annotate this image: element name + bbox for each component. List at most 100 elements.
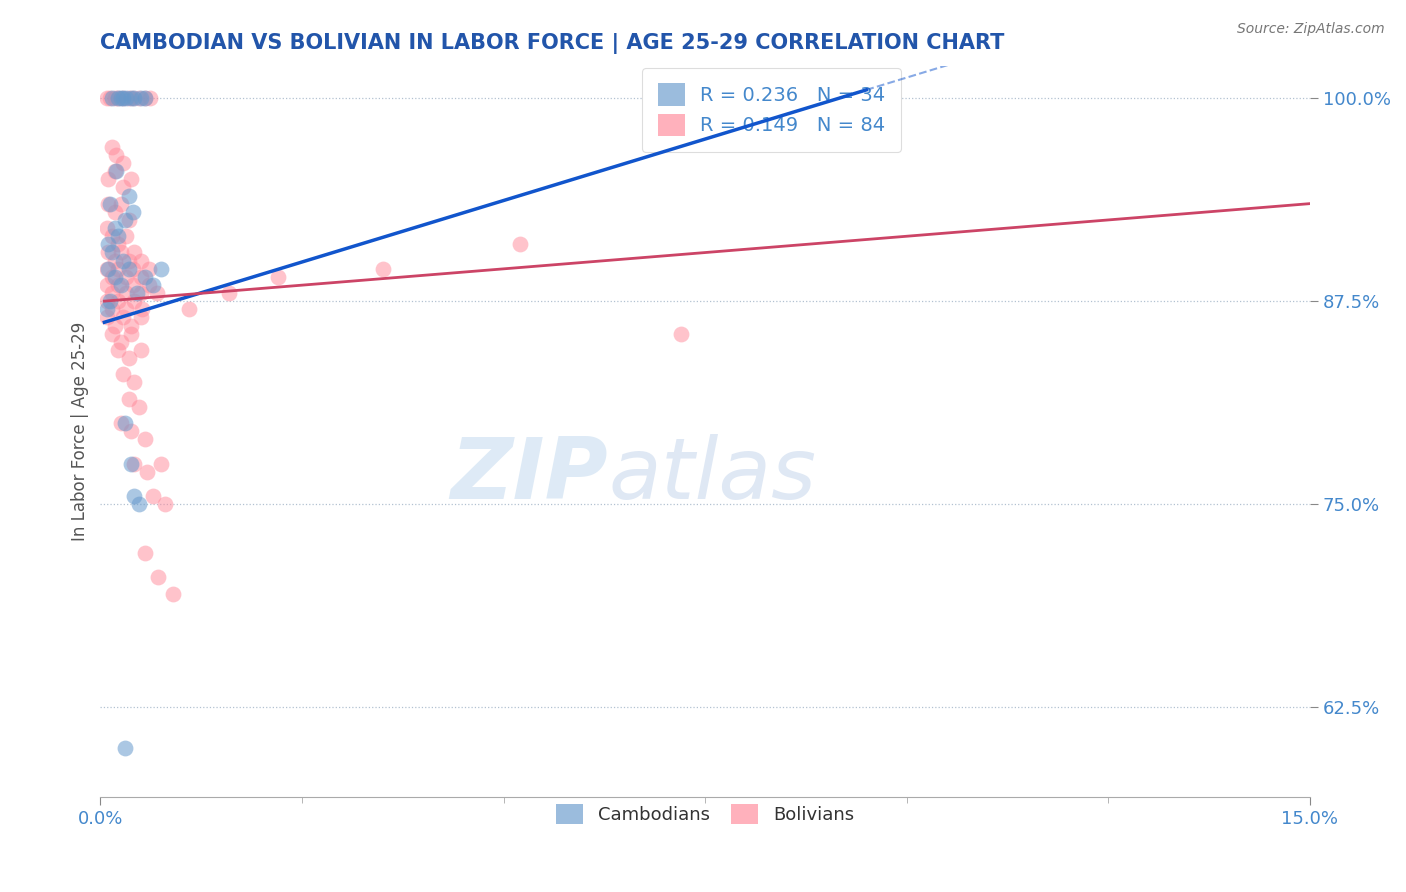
- Point: [114, 213, 136, 227]
- Point: [128, 91, 150, 105]
- Point: [120, 172, 142, 186]
- Point: [128, 497, 150, 511]
- Point: [134, 269, 156, 284]
- Point: [267, 269, 290, 284]
- Point: [101, 91, 124, 105]
- Point: [101, 285, 124, 300]
- Point: [105, 148, 128, 162]
- Point: [138, 261, 160, 276]
- Point: [131, 302, 153, 317]
- Point: [117, 91, 139, 105]
- Point: [110, 277, 132, 292]
- Text: atlas: atlas: [609, 434, 817, 516]
- Point: [669, 326, 692, 341]
- Point: [115, 269, 138, 284]
- Point: [110, 91, 132, 105]
- Point: [101, 326, 124, 341]
- Point: [111, 253, 134, 268]
- Point: [101, 140, 124, 154]
- Point: [117, 253, 139, 268]
- Point: [122, 376, 145, 390]
- Text: Source: ZipAtlas.com: Source: ZipAtlas.com: [1237, 22, 1385, 37]
- Point: [98, 91, 121, 105]
- Point: [101, 245, 124, 260]
- Point: [129, 285, 152, 300]
- Point: [96, 261, 118, 276]
- Point: [104, 91, 127, 105]
- Point: [129, 269, 152, 284]
- Point: [97, 196, 120, 211]
- Point: [107, 294, 129, 309]
- Point: [117, 261, 139, 276]
- Point: [96, 310, 118, 325]
- Point: [107, 237, 129, 252]
- Point: [122, 294, 145, 309]
- Point: [104, 318, 127, 333]
- Point: [107, 277, 129, 292]
- Point: [121, 91, 143, 105]
- Point: [97, 261, 120, 276]
- Point: [129, 253, 152, 268]
- Point: [122, 91, 145, 105]
- Point: [122, 457, 145, 471]
- Point: [134, 432, 156, 446]
- Point: [107, 229, 129, 244]
- Point: [98, 294, 121, 309]
- Point: [96, 221, 118, 235]
- Point: [117, 392, 139, 406]
- Point: [117, 213, 139, 227]
- Y-axis label: In Labor Force | Age 25-29: In Labor Force | Age 25-29: [72, 321, 89, 541]
- Point: [114, 741, 136, 756]
- Point: [218, 285, 240, 300]
- Point: [509, 237, 531, 252]
- Point: [97, 172, 120, 186]
- Point: [111, 91, 134, 105]
- Point: [120, 424, 142, 438]
- Point: [111, 91, 134, 105]
- Point: [101, 269, 124, 284]
- Point: [153, 497, 176, 511]
- Point: [96, 302, 118, 317]
- Point: [120, 91, 142, 105]
- Text: ZIP: ZIP: [451, 434, 609, 516]
- Point: [148, 570, 170, 584]
- Point: [134, 546, 156, 560]
- Point: [121, 277, 143, 292]
- Point: [120, 318, 142, 333]
- Point: [117, 188, 139, 202]
- Point: [110, 245, 132, 260]
- Point: [814, 83, 837, 97]
- Point: [104, 164, 127, 178]
- Point: [371, 261, 394, 276]
- Point: [129, 310, 152, 325]
- Point: [114, 416, 136, 430]
- Point: [104, 269, 127, 284]
- Point: [134, 91, 156, 105]
- Point: [115, 229, 138, 244]
- Point: [121, 204, 143, 219]
- Point: [120, 326, 142, 341]
- Point: [107, 91, 129, 105]
- Point: [149, 261, 172, 276]
- Point: [162, 587, 184, 601]
- Point: [121, 261, 143, 276]
- Point: [96, 277, 118, 292]
- Point: [125, 285, 148, 300]
- Point: [136, 465, 159, 479]
- Point: [110, 196, 132, 211]
- Point: [96, 294, 118, 309]
- Point: [101, 229, 124, 244]
- Point: [129, 91, 152, 105]
- Point: [111, 310, 134, 325]
- Text: CAMBODIAN VS BOLIVIAN IN LABOR FORCE | AGE 25-29 CORRELATION CHART: CAMBODIAN VS BOLIVIAN IN LABOR FORCE | A…: [100, 33, 1005, 54]
- Point: [128, 400, 150, 414]
- Point: [101, 302, 124, 317]
- Point: [129, 343, 152, 357]
- Point: [111, 180, 134, 194]
- Point: [111, 368, 134, 382]
- Point: [149, 457, 172, 471]
- Point: [104, 253, 127, 268]
- Point: [146, 285, 169, 300]
- Point: [111, 156, 134, 170]
- Point: [122, 245, 145, 260]
